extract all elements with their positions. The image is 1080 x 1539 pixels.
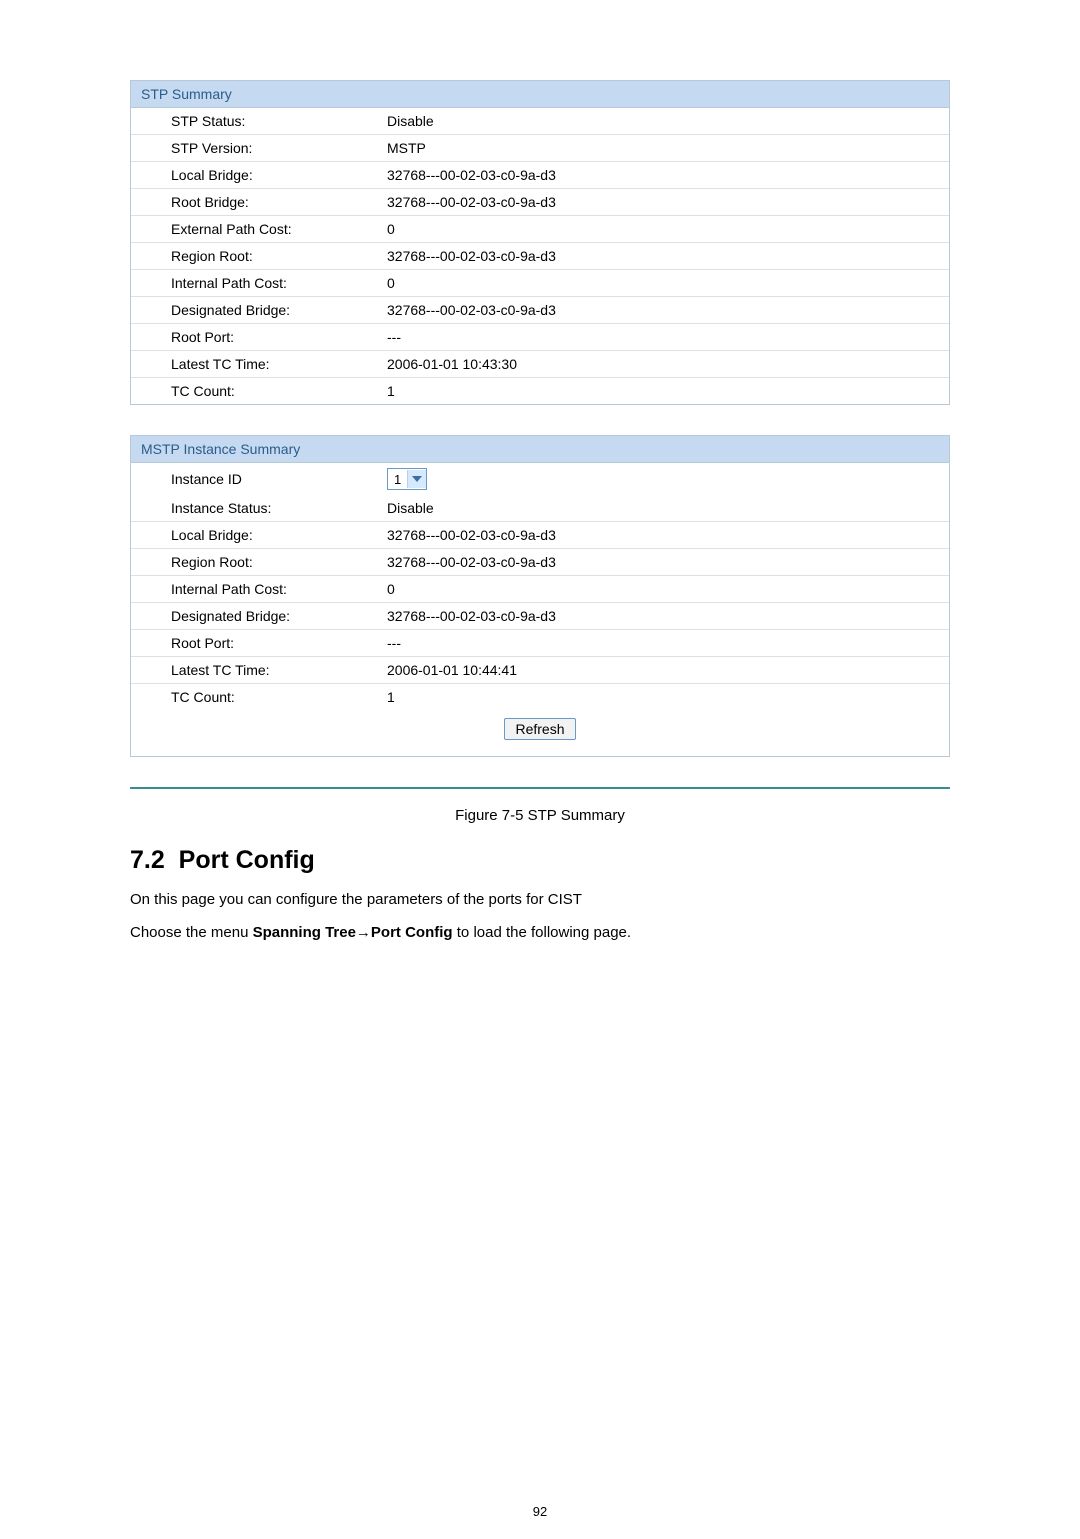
row-label: Latest TC Time:: [131, 657, 379, 684]
row-label: Instance Status:: [131, 495, 379, 522]
row-label: Local Bridge:: [131, 162, 379, 189]
row-label: Root Port:: [131, 630, 379, 657]
table-row: Latest TC Time:2006-01-01 10:44:41: [131, 657, 949, 684]
page-number: 92: [130, 1504, 950, 1539]
row-value: ---: [379, 324, 949, 351]
instance-id-value: 1: [394, 472, 407, 487]
table-row: Latest TC Time:2006-01-01 10:43:30: [131, 351, 949, 378]
table-row: Root Bridge:32768---00-02-03-c0-9a-d3: [131, 189, 949, 216]
row-value: 32768---00-02-03-c0-9a-d3: [379, 189, 949, 216]
table-row: Instance Status:Disable: [131, 495, 949, 522]
table-row: Instance ID 1: [131, 463, 949, 495]
row-label: Internal Path Cost:: [131, 576, 379, 603]
table-row: STP Status:Disable: [131, 108, 949, 135]
row-value: MSTP: [379, 135, 949, 162]
row-label: Root Bridge:: [131, 189, 379, 216]
row-label: Latest TC Time:: [131, 351, 379, 378]
row-value: 32768---00-02-03-c0-9a-d3: [379, 243, 949, 270]
row-value: 2006-01-01 10:43:30: [379, 351, 949, 378]
table-row: Local Bridge:32768---00-02-03-c0-9a-d3: [131, 162, 949, 189]
row-value: 32768---00-02-03-c0-9a-d3: [379, 162, 949, 189]
row-value: 1: [379, 684, 949, 711]
row-value: 32768---00-02-03-c0-9a-d3: [379, 603, 949, 630]
row-label: TC Count:: [131, 378, 379, 405]
row-label: Designated Bridge:: [131, 297, 379, 324]
table-row: Root Port:---: [131, 324, 949, 351]
chevron-down-icon: [407, 470, 426, 488]
row-label: External Path Cost:: [131, 216, 379, 243]
row-value: 0: [379, 576, 949, 603]
section-heading: 7.2 Port Config: [130, 846, 950, 875]
instance-id-label: Instance ID: [131, 463, 379, 495]
row-label: Local Bridge:: [131, 522, 379, 549]
row-value: 0: [379, 216, 949, 243]
row-label: STP Status:: [131, 108, 379, 135]
table-row: STP Version:MSTP: [131, 135, 949, 162]
row-value: 32768---00-02-03-c0-9a-d3: [379, 297, 949, 324]
row-label: Internal Path Cost:: [131, 270, 379, 297]
stp-summary-header: STP Summary: [131, 81, 949, 108]
table-row: Local Bridge:32768---00-02-03-c0-9a-d3: [131, 522, 949, 549]
refresh-button[interactable]: Refresh: [504, 718, 575, 740]
table-row: Internal Path Cost:0: [131, 270, 949, 297]
body-text-2: Choose the menu Spanning Tree→Port Confi…: [130, 922, 950, 945]
row-value: Disable: [379, 108, 949, 135]
row-label: Region Root:: [131, 549, 379, 576]
table-row: Internal Path Cost:0: [131, 576, 949, 603]
table-row: External Path Cost:0: [131, 216, 949, 243]
mstp-summary-panel: MSTP Instance Summary Instance ID 1 In: [130, 435, 950, 757]
table-row: Root Port:---: [131, 630, 949, 657]
instance-id-select[interactable]: 1: [387, 468, 427, 490]
row-label: Designated Bridge:: [131, 603, 379, 630]
row-label: Root Port:: [131, 324, 379, 351]
table-row: Region Root:32768---00-02-03-c0-9a-d3: [131, 549, 949, 576]
row-label: TC Count:: [131, 684, 379, 711]
figure-caption: Figure 7-5 STP Summary: [130, 807, 950, 824]
divider: [130, 787, 950, 789]
row-value: ---: [379, 630, 949, 657]
mstp-summary-table: Instance ID 1 Instance Status:DisableLoc…: [131, 463, 949, 710]
section-title: Port Config: [179, 846, 315, 874]
section-number: 7.2: [130, 846, 165, 874]
row-value: 0: [379, 270, 949, 297]
row-value: 32768---00-02-03-c0-9a-d3: [379, 522, 949, 549]
table-row: Region Root:32768---00-02-03-c0-9a-d3: [131, 243, 949, 270]
body2-suffix: to load the following page.: [453, 924, 631, 941]
row-value: 32768---00-02-03-c0-9a-d3: [379, 549, 949, 576]
table-row: TC Count:1: [131, 378, 949, 405]
body2-bold: Spanning Tree→Port Config: [253, 924, 453, 941]
row-value: Disable: [379, 495, 949, 522]
table-row: Designated Bridge:32768---00-02-03-c0-9a…: [131, 603, 949, 630]
body-text-1: On this page you can configure the param…: [130, 889, 950, 912]
refresh-row: Refresh: [131, 710, 949, 756]
table-row: TC Count:1: [131, 684, 949, 711]
row-value: 2006-01-01 10:44:41: [379, 657, 949, 684]
table-row: Designated Bridge:32768---00-02-03-c0-9a…: [131, 297, 949, 324]
stp-summary-table: STP Status:DisableSTP Version:MSTPLocal …: [131, 108, 949, 404]
stp-summary-panel: STP Summary STP Status:DisableSTP Versio…: [130, 80, 950, 405]
body2-prefix: Choose the menu: [130, 924, 253, 941]
row-label: Region Root:: [131, 243, 379, 270]
mstp-summary-header: MSTP Instance Summary: [131, 436, 949, 463]
row-label: STP Version:: [131, 135, 379, 162]
row-value: 1: [379, 378, 949, 405]
